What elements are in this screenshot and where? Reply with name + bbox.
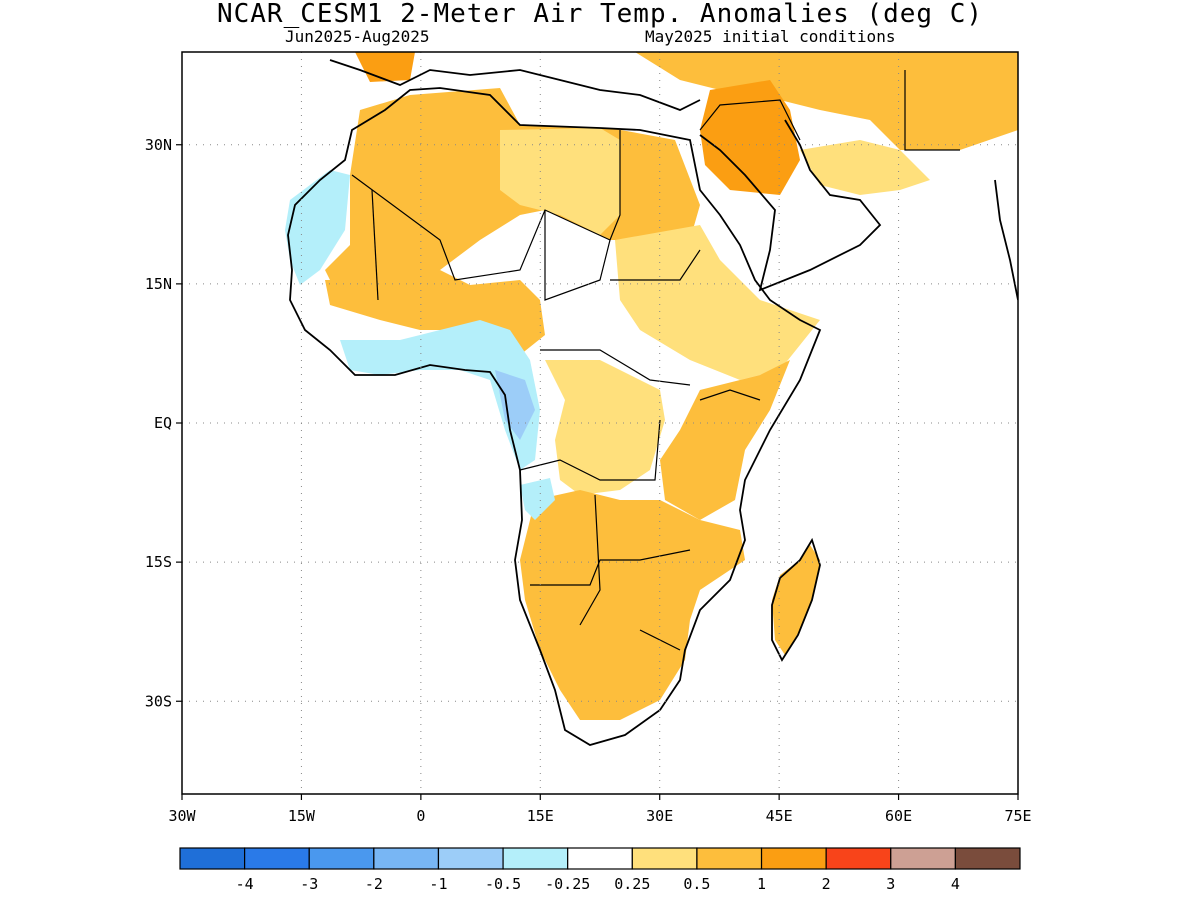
colorbar-label: -4 bbox=[236, 875, 254, 893]
border-middle-east bbox=[699, 99, 801, 141]
lat-tick-label: 30N bbox=[145, 136, 172, 154]
colorbar-label: 0.25 bbox=[614, 875, 650, 893]
light-warm-horn bbox=[615, 225, 820, 380]
colorbar-swatch bbox=[825, 847, 892, 870]
colorbar-label: -1 bbox=[429, 875, 447, 893]
india-coastline bbox=[994, 179, 1018, 301]
anomaly-shading bbox=[285, 52, 1018, 720]
light-warm-libya-egypt bbox=[500, 128, 620, 235]
warm-southern-africa bbox=[520, 490, 745, 720]
border-sahara bbox=[351, 130, 621, 281]
forecast-period: Jun2025-Aug2025 bbox=[285, 27, 430, 46]
colorbar-label: 1 bbox=[757, 875, 766, 893]
map-body bbox=[285, 52, 1018, 746]
colorbar-swatch bbox=[760, 847, 827, 870]
cool-angola-coast bbox=[520, 478, 555, 520]
colorbar-swatch bbox=[373, 847, 440, 870]
warm-madagascar bbox=[772, 545, 820, 655]
warm-east-africa bbox=[660, 360, 790, 520]
lon-tick-label: 75E bbox=[1004, 807, 1031, 825]
country-borders bbox=[351, 70, 960, 651]
colorbar-label: -3 bbox=[300, 875, 318, 893]
colorbar: -4 -3 -2 -1 -0.5 -0.25 0.25 0.5 1 2 3 4 bbox=[179, 847, 1021, 893]
light-warm-congo bbox=[545, 360, 665, 495]
lat-tick-label: 15S bbox=[145, 553, 172, 571]
colorbar-label: -0.5 bbox=[485, 875, 521, 893]
lon-tick-label: 15E bbox=[527, 807, 554, 825]
lat-tick-label: EQ bbox=[154, 414, 172, 432]
border-east bbox=[699, 389, 761, 401]
lat-tick-labels: 30N 15N EQ 15S 30S bbox=[145, 136, 182, 710]
border-south-2 bbox=[579, 494, 601, 626]
map-title: NCAR_CESM1 2-Meter Air Temp. Anomalies (… bbox=[216, 0, 984, 29]
arabia-coastline bbox=[699, 119, 882, 292]
colorbar-swatch bbox=[567, 847, 633, 870]
colorbar-swatch bbox=[696, 847, 763, 870]
lon-tick-label: 30W bbox=[168, 807, 196, 825]
graticule bbox=[182, 52, 1018, 794]
warm-field-east-med bbox=[635, 52, 1018, 150]
colorbar-label: 2 bbox=[822, 875, 831, 893]
colorbar-label: 3 bbox=[886, 875, 895, 893]
lat-tick-label: 15N bbox=[145, 275, 172, 293]
colorbar-swatch bbox=[244, 847, 310, 870]
colorbar-swatch bbox=[954, 847, 1021, 870]
border-central bbox=[540, 349, 691, 386]
border-iran bbox=[904, 70, 960, 151]
strong-warm-middle-east bbox=[700, 80, 800, 195]
border-mali bbox=[371, 189, 379, 301]
colorbar-swatch bbox=[890, 847, 956, 870]
border-chad bbox=[544, 210, 611, 301]
europe-coastline bbox=[329, 59, 701, 111]
lon-tick-label: 15W bbox=[288, 807, 316, 825]
initial-conditions-label: May2025 initial conditions bbox=[645, 27, 896, 46]
colorbar-swatch bbox=[631, 847, 698, 870]
colorbar-label: -0.25 bbox=[545, 875, 590, 893]
colorbar-swatch bbox=[308, 847, 375, 870]
colorbar-swatch bbox=[502, 847, 569, 870]
warm-field-europe bbox=[355, 52, 415, 82]
border-south-1 bbox=[530, 549, 691, 586]
colorbar-swatch bbox=[437, 847, 504, 870]
border-congo bbox=[519, 419, 661, 481]
madagascar-coastline bbox=[771, 537, 821, 662]
lon-tick-label: 45E bbox=[766, 807, 793, 825]
lon-tick-label: 60E bbox=[885, 807, 912, 825]
colorbar-label: 0.5 bbox=[683, 875, 710, 893]
lon-tick-label: 30E bbox=[646, 807, 673, 825]
border-sudan bbox=[610, 249, 701, 281]
colorbar-label: -2 bbox=[365, 875, 383, 893]
warm-arabia bbox=[800, 140, 930, 195]
cool-gulf-guinea bbox=[340, 320, 540, 470]
colorbar-swatch bbox=[179, 847, 246, 870]
lon-tick-labels: 30W 15W 0 15E 30E 45E 60E 75E bbox=[168, 794, 1032, 825]
lat-tick-label: 30S bbox=[145, 692, 172, 710]
colorbar-label: 4 bbox=[951, 875, 960, 893]
lon-tick-label: 0 bbox=[416, 807, 425, 825]
